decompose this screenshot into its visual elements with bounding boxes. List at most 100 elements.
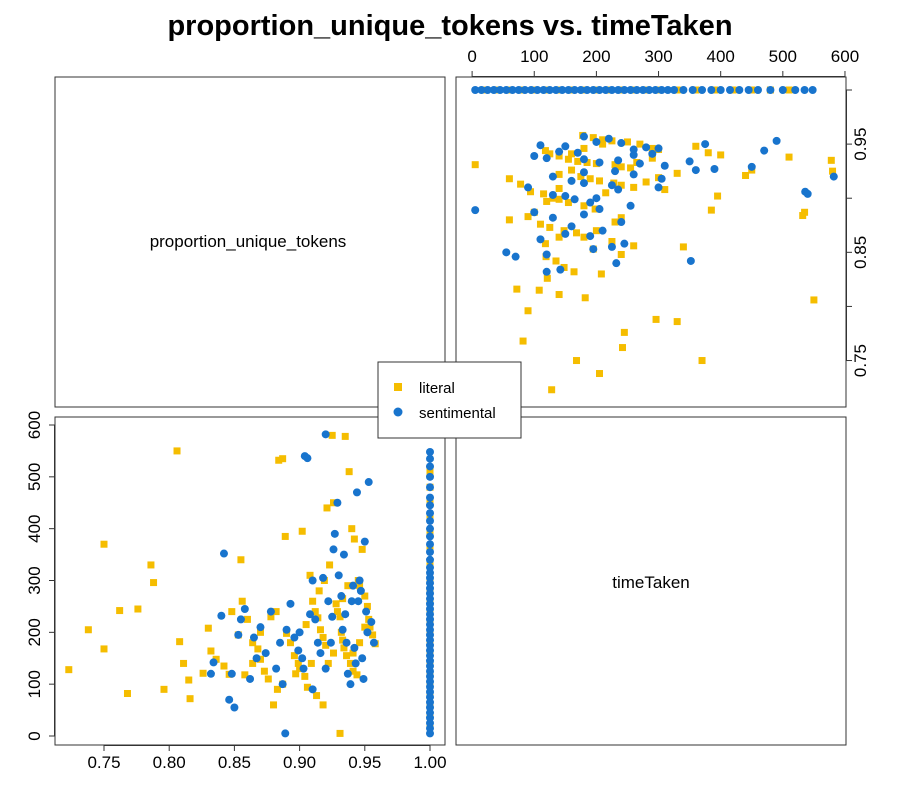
point-literal-top-right <box>555 195 563 203</box>
point-literal-top-right <box>698 357 706 365</box>
panel-bottom-left <box>54 416 446 746</box>
point-sentimental-top-right <box>558 86 567 94</box>
panel-top-left <box>54 76 446 408</box>
point-literal-top-right <box>679 243 687 251</box>
point-literal-top-right <box>630 183 638 191</box>
point-sentimental-bottom-left <box>339 550 348 559</box>
point-literal-top-right <box>568 150 576 158</box>
point-literal-bottom-left <box>313 692 321 700</box>
point-sentimental-top-right <box>614 86 623 94</box>
point-sentimental-top-right <box>536 141 545 150</box>
top-axis-tick-label: 300 <box>644 47 672 66</box>
point-sentimental-top-right <box>556 265 565 274</box>
point-sentimental-bottom-left <box>324 597 333 606</box>
point-literal-bottom-left <box>326 561 334 569</box>
point-literal-top-right <box>617 163 625 171</box>
point-literal-bottom-left <box>311 608 319 616</box>
point-sentimental-top-right <box>753 86 762 94</box>
right-axis-tick-label: 0.95 <box>851 128 870 161</box>
point-literal-top-right <box>555 184 563 192</box>
point-literal-top-right <box>505 216 513 224</box>
panel-bottom-right <box>455 416 847 746</box>
point-sentimental-top-right <box>707 86 716 94</box>
point-literal-top-right <box>611 161 619 169</box>
legend-box <box>377 361 522 439</box>
point-literal-bottom-left <box>330 649 338 657</box>
point-sentimental-top-right <box>561 229 570 238</box>
point-literal-bottom-left <box>350 535 358 543</box>
point-sentimental-top-right <box>691 166 700 175</box>
point-sentimental-top-right <box>595 205 604 214</box>
point-literal-top-right <box>580 202 588 210</box>
point-sentimental-bottom-left <box>328 612 337 621</box>
point-sentimental-top-right <box>639 86 648 94</box>
point-literal-bottom-left <box>290 652 298 660</box>
point-literal-top-right <box>555 233 563 241</box>
point-literal-bottom-left <box>328 431 336 439</box>
point-literal-bottom-left <box>346 659 354 667</box>
point-literal-bottom-left <box>341 432 349 440</box>
point-sentimental-bottom-left <box>278 680 287 689</box>
point-sentimental-top-right <box>471 86 480 94</box>
point-literal-top-right <box>648 144 656 152</box>
point-sentimental-top-right <box>573 148 582 157</box>
point-sentimental-bottom-left <box>266 607 275 616</box>
point-sentimental-top-right <box>679 86 688 94</box>
point-sentimental-top-right <box>530 152 539 161</box>
point-literal-bottom-left <box>204 624 212 632</box>
point-literal-bottom-left <box>301 672 309 680</box>
diagonal-label-proportion-unique-tokens: proportion_unique_tokens <box>150 232 347 251</box>
point-literal-bottom-left <box>358 545 366 553</box>
point-sentimental-top-right <box>579 179 588 188</box>
point-literal-top-right <box>555 291 563 299</box>
point-sentimental-bottom-left <box>426 462 434 471</box>
point-sentimental-bottom-left <box>426 509 434 518</box>
point-sentimental-top-right <box>524 183 533 192</box>
point-literal-top-right <box>564 199 572 207</box>
point-literal-bottom-left <box>369 631 377 639</box>
point-sentimental-top-right <box>586 232 595 241</box>
point-literal-top-right <box>505 175 513 183</box>
point-sentimental-bottom-left <box>347 597 356 606</box>
point-literal-top-right <box>580 144 588 152</box>
point-literal-bottom-left <box>339 636 347 644</box>
point-sentimental-top-right <box>576 86 585 94</box>
point-literal-top-right <box>535 286 543 294</box>
point-sentimental-bottom-left <box>358 654 367 663</box>
point-sentimental-top-right <box>502 248 511 257</box>
point-sentimental-top-right <box>595 158 604 167</box>
point-sentimental-top-right <box>564 86 573 94</box>
point-sentimental-top-right <box>511 252 520 261</box>
point-literal-bottom-left <box>340 644 348 652</box>
point-literal-top-right <box>602 189 610 197</box>
point-sentimental-top-right <box>477 86 486 94</box>
point-sentimental-bottom-left <box>330 529 339 538</box>
point-sentimental-bottom-left <box>426 555 434 564</box>
point-sentimental-bottom-left <box>426 524 434 533</box>
point-sentimental-top-right <box>471 206 480 215</box>
point-sentimental-top-right <box>542 250 551 259</box>
point-literal-top-right <box>829 167 837 175</box>
point-literal-top-right <box>543 274 551 282</box>
point-literal-top-right <box>570 268 578 276</box>
point-sentimental-top-right <box>561 192 570 201</box>
point-literal-bottom-left <box>134 605 142 613</box>
point-sentimental-top-right <box>772 136 781 145</box>
right-axis-tick-label: 0.75 <box>851 344 870 377</box>
legend-label-sentimental: sentimental <box>419 405 496 422</box>
point-sentimental-top-right <box>617 139 626 148</box>
point-literal-top-right <box>589 134 597 142</box>
point-literal-bottom-left <box>294 659 302 667</box>
left-axis-tick-label: 500 <box>25 463 44 491</box>
point-sentimental-top-right <box>607 181 616 190</box>
point-literal-top-right <box>704 149 712 157</box>
point-sentimental-top-right <box>698 86 707 94</box>
point-sentimental-bottom-left <box>426 454 434 463</box>
point-literal-top-right <box>513 285 521 293</box>
top-axis-tick-label: 600 <box>831 47 859 66</box>
point-sentimental-top-right <box>651 86 660 94</box>
point-sentimental-top-right <box>620 239 629 248</box>
point-literal-top-right <box>623 138 631 146</box>
point-literal-bottom-left <box>343 652 351 660</box>
point-literal-top-right <box>673 318 681 326</box>
